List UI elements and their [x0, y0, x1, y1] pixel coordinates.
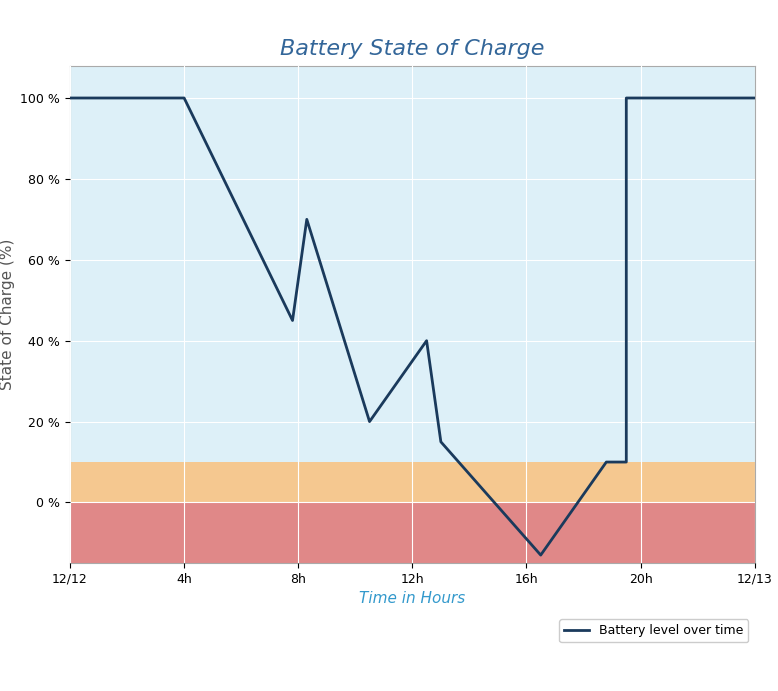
- Y-axis label: State of Charge (%): State of Charge (%): [0, 238, 15, 390]
- Bar: [70, 502, 755, 563]
- Legend: Battery level over time: Battery level over time: [559, 619, 748, 642]
- Bar: [70, 462, 755, 502]
- Text: Alarm!!  The cycle is not sustainable! (no negative value allowed): Alarm!! The cycle is not sustainable! (n…: [17, 603, 581, 618]
- Title: Battery State of Charge: Battery State of Charge: [280, 39, 545, 59]
- X-axis label: Time in Hours: Time in Hours: [359, 591, 465, 607]
- Text: Cycle not sustainable, no uptime allowed: Cycle not sustainable, no uptime allowed: [17, 650, 370, 665]
